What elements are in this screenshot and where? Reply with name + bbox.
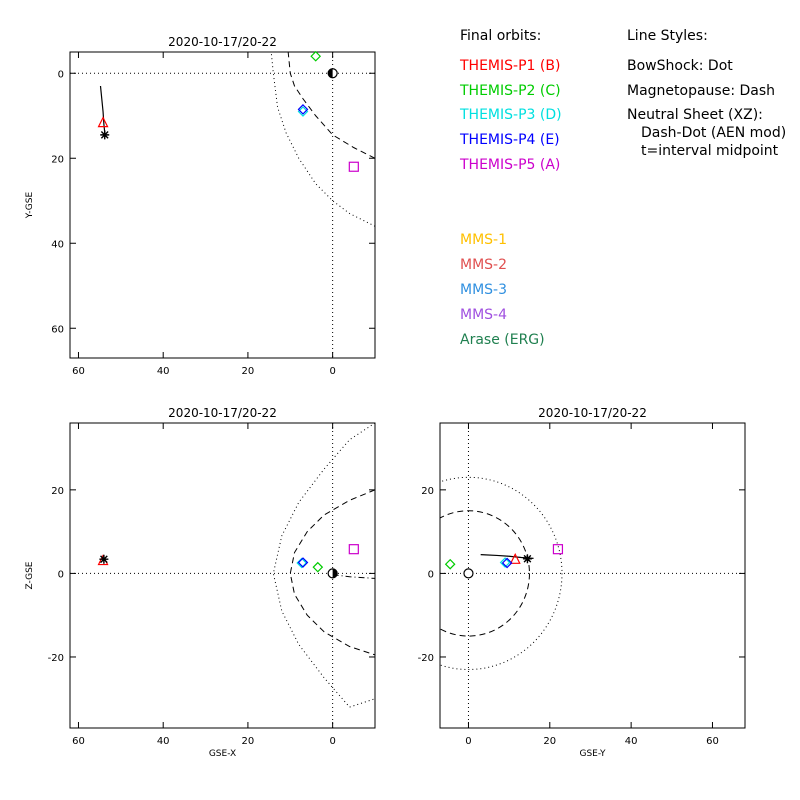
legend-mms-4: MMS-4	[460, 307, 508, 323]
legend-mms-3: MMS-3	[460, 282, 508, 298]
xy-x-tick-label: 40	[157, 366, 170, 377]
line-styles-title: Line Styles:	[627, 28, 708, 44]
xy-y-tick-label: 20	[51, 154, 64, 165]
yz-earth-icon	[463, 568, 474, 579]
xz-x-tick-label: 0	[329, 736, 335, 747]
xz-marker-arase-erg	[99, 554, 109, 564]
xy-earth-night-side	[328, 68, 333, 78]
yz-x-tick-label: 40	[625, 736, 638, 747]
yz-marker-arase-erg	[522, 554, 532, 564]
xz-earth-night-side	[332, 568, 338, 578]
xy-x-tick-label: 60	[72, 366, 85, 377]
xz-x-tick-label: 40	[157, 736, 170, 747]
xz-frame	[69, 422, 376, 729]
xz-marker-themis-p2-c	[312, 561, 324, 573]
xy-frame	[69, 51, 376, 359]
xy-marker-themis-p2-c	[310, 50, 322, 62]
yz-orbit-track	[480, 554, 534, 559]
final-orbits-title: Final orbits:	[460, 28, 542, 44]
yz-magnetopause	[440, 510, 530, 637]
xy-y-tick-label: 60	[51, 324, 64, 335]
style-bowshock: BowShock: Dot	[627, 58, 733, 74]
yz-marker-themis-p3-d	[499, 557, 511, 568]
xy-marker-themis-p4-e	[297, 104, 309, 115]
yz-y-tick-label: 0	[428, 569, 434, 580]
xz-x-tick-label: 20	[242, 736, 255, 747]
yz-x-axis-label: GSE-Y	[579, 749, 606, 759]
xy-marker-themis-p1-b	[97, 116, 109, 128]
xz-y-axis-label: Z-GSE	[25, 561, 35, 589]
yz-bow-shock	[440, 476, 563, 670]
style-magnetopause: Magnetopause: Dash	[627, 83, 776, 99]
xy-title: 2020-10-17/20-22	[168, 35, 277, 49]
style-midpoint: t=interval midpoint	[641, 143, 779, 159]
xz-x-axis-label: GSE-X	[209, 749, 236, 759]
xz-y-tick-label: -20	[48, 653, 64, 664]
xy-marker-arase-erg	[100, 130, 110, 140]
legend-themis-p3: THEMIS-P3 (D)	[460, 107, 562, 123]
xz-bow-shock	[272, 423, 375, 708]
legend-themis-p2: THEMIS-P2 (C)	[460, 83, 561, 99]
yz-x-tick-label: 20	[543, 736, 556, 747]
yz-frame	[439, 422, 746, 729]
yz-x-tick-label: 60	[706, 736, 719, 747]
style-neutral-sheet: Neutral Sheet (XZ):	[627, 107, 763, 123]
legend-mms-1: MMS-1	[460, 232, 508, 248]
yz-y-tick-label: 20	[421, 486, 434, 497]
xy-x-tick-label: 20	[242, 366, 255, 377]
xz-title: 2020-10-17/20-22	[168, 406, 277, 420]
xz-x-tick-label: 60	[72, 736, 85, 747]
xz-magnetopause	[289, 489, 375, 656]
yz-y-tick-label: -20	[418, 653, 434, 664]
yz-marker-themis-p1-b	[509, 552, 521, 564]
xz-marker-themis-p5-a	[348, 544, 359, 555]
legend-themis-p4: THEMIS-P4 (E)	[460, 132, 560, 148]
xy-marker-themis-p3-d	[297, 106, 309, 117]
style-dash-dot: Dash-Dot (AEN mod)	[641, 125, 787, 141]
xy-bow-shock	[270, 52, 375, 227]
legend-themis-p5: THEMIS-P5 (A)	[460, 157, 561, 173]
xy-x-tick-label: 0	[329, 366, 335, 377]
yz-marker-themis-p4-e	[501, 557, 513, 569]
xz-neutral-sheet	[332, 574, 375, 579]
xz-marker-themis-p4-e	[297, 557, 309, 568]
xz-y-tick-label: 0	[58, 569, 64, 580]
xz-marker-themis-p3-d	[296, 557, 308, 569]
yz-marker-themis-p2-c	[444, 558, 456, 570]
yz-marker-themis-p5-a	[552, 544, 564, 555]
yz-x-tick-label: 0	[465, 736, 471, 747]
legend-themis-p1: THEMIS-P1 (B)	[460, 58, 561, 74]
xy-y-tick-label: 40	[51, 239, 64, 250]
legend-mms-2: MMS-2	[460, 257, 508, 273]
yz-title: 2020-10-17/20-22	[538, 406, 647, 420]
xy-marker-themis-p5-a	[348, 161, 359, 172]
xy-y-tick-label: 0	[58, 69, 64, 80]
legend-arase: Arase (ERG)	[460, 332, 545, 348]
xy-magnetopause	[287, 52, 375, 159]
xz-y-tick-label: 20	[51, 486, 64, 497]
xy-orbit-track	[99, 85, 106, 138]
xy-y-axis-label: Y-GSE	[25, 192, 35, 220]
